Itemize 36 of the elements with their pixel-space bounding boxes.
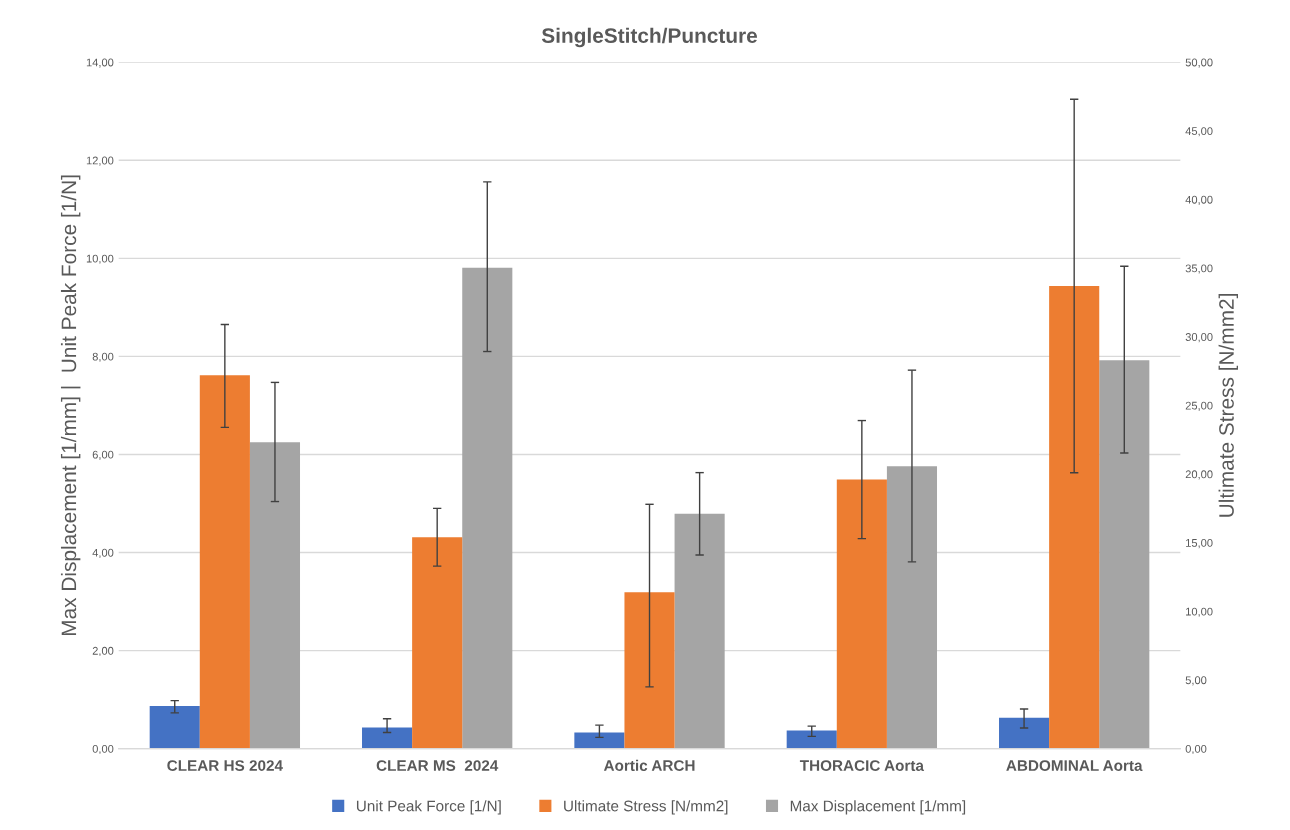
y-tick-label: 12,00: [86, 156, 114, 166]
y2-tick-label: 10,00: [1186, 607, 1213, 617]
y2-tick-label: 50,00: [1185, 58, 1213, 68]
y2-tick-label: 45,00: [1185, 127, 1213, 137]
bar: [149, 706, 200, 749]
y2-tick-label: 30,00: [1185, 333, 1213, 343]
y-tick-label: 0,00: [92, 744, 114, 755]
y-axis-title: Max Displacement [1/mm] | Unit Peak Force [1/N]: [60, 175, 81, 636]
x-tick-label: THORACIC Aorta: [799, 760, 925, 771]
y2-tick-label: 25,00: [1185, 401, 1213, 411]
x-tick-label: CLEAR MS 2024: [376, 760, 499, 771]
y2-tick-label: 20,00: [1185, 470, 1213, 480]
bar: [999, 717, 1050, 749]
y-tick-label: 8,00: [92, 352, 114, 362]
y2-tick-label: 35,00: [1185, 264, 1213, 274]
legend-label: Max Displacement [1/mm]: [790, 800, 966, 815]
bar: [574, 732, 625, 749]
x-tick-label: ABDOMINAL Aorta: [1006, 760, 1143, 771]
y-tick-label: 6,00: [92, 450, 114, 460]
y-tick-label: 14,00: [86, 58, 114, 68]
legend-label: Ultimate Stress [N/mm2]: [564, 800, 728, 815]
y-tick-label: 10,00: [86, 254, 114, 264]
y2-tick-label: 40,00: [1185, 195, 1213, 205]
y2-tick-label: 5,00: [1185, 676, 1207, 686]
x-tick-label: CLEAR HS 2024: [167, 760, 283, 771]
y-tick-label: 4,00: [92, 548, 114, 558]
x-tick-label: Aortic ARCH: [603, 759, 695, 771]
y2-axis-title: Ultimate Stress [N/mm2]: [1218, 294, 1238, 517]
y2-tick-label: 0,00: [1185, 744, 1207, 755]
bar: [786, 730, 837, 749]
legend-label: Unit Peak Force [1/N]: [356, 800, 501, 815]
bar: [462, 267, 513, 749]
bar: [362, 727, 413, 749]
y-tick-label: 2,00: [92, 646, 114, 657]
y2-tick-label: 15,00: [1186, 539, 1213, 549]
chart-title: SingleStitch/Puncture: [541, 27, 758, 48]
